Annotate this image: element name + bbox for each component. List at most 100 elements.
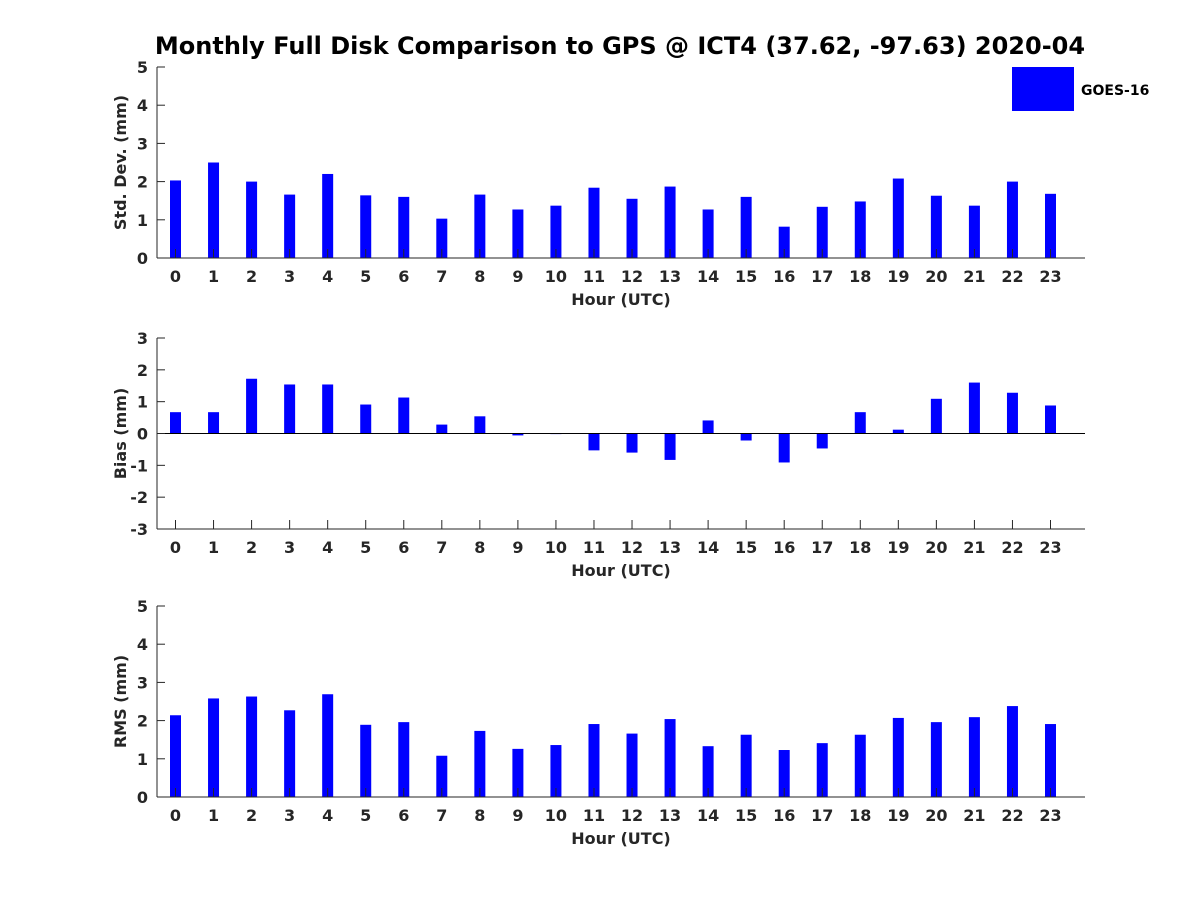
bar-hour-1	[208, 698, 220, 797]
bar-hour-20	[930, 722, 942, 797]
x-tick-label: 15	[735, 806, 757, 825]
x-tick-label: 12	[621, 267, 643, 286]
x-tick-label: 23	[1039, 806, 1061, 825]
x-tick-label: 5	[360, 267, 371, 286]
x-tick-label: 0	[170, 267, 181, 286]
x-tick-label: 10	[545, 538, 567, 557]
x-tick-label: 1	[208, 538, 219, 557]
bar-hour-18	[854, 201, 866, 258]
bar-hour-20	[930, 398, 942, 434]
x-tick-label: 1	[208, 267, 219, 286]
bar-hour-17	[816, 206, 828, 258]
x-tick-label: 22	[1001, 538, 1023, 557]
x-tick-label: 8	[474, 538, 485, 557]
x-tick-label: 22	[1001, 267, 1023, 286]
y-tick-label: 3	[137, 329, 148, 348]
y-tick-label: 4	[137, 635, 148, 654]
x-tick-label: 17	[811, 538, 833, 557]
bar-hour-17	[816, 743, 828, 797]
x-tick-label: 14	[697, 806, 719, 825]
bar-hour-14	[702, 420, 714, 434]
x-tick-label: 15	[735, 267, 757, 286]
legend-swatch	[1012, 67, 1074, 111]
x-tick-label: 13	[659, 267, 681, 286]
bar-hour-15	[740, 433, 752, 441]
bar-hour-12	[626, 198, 638, 258]
y-tick-label: -1	[130, 456, 148, 475]
bar-hour-0	[170, 180, 181, 258]
x-tick-label: 16	[773, 806, 795, 825]
bar-hour-23	[1045, 724, 1056, 797]
x-tick-label: 18	[849, 806, 871, 825]
bar-hour-2	[246, 696, 258, 797]
x-tick-label: 2	[246, 538, 257, 557]
x-tick-label: 12	[621, 806, 643, 825]
x-tick-label: 19	[887, 267, 909, 286]
bar-hour-17	[816, 433, 828, 449]
x-tick-label: 20	[925, 267, 947, 286]
bar-hour-7	[436, 755, 448, 797]
bar-hour-9	[512, 433, 524, 436]
y-tick-label: 2	[137, 361, 148, 380]
bar-hour-9	[512, 209, 524, 258]
y-tick-label: 1	[137, 211, 148, 230]
bar-hour-15	[740, 196, 752, 258]
y-tick-label: 1	[137, 750, 148, 769]
x-tick-label: 0	[170, 806, 181, 825]
chart-title: Monthly Full Disk Comparison to GPS @ IC…	[155, 32, 1085, 60]
x-tick-label: 22	[1001, 806, 1023, 825]
bar-hour-16	[778, 433, 790, 463]
y-tick-label: 0	[137, 425, 148, 444]
x-tick-label: 5	[360, 538, 371, 557]
y-tick-label: 0	[137, 788, 148, 807]
bar-hour-13	[664, 433, 676, 460]
bar-hour-18	[854, 412, 866, 434]
bar-hour-23	[1045, 405, 1056, 434]
bar-hour-13	[664, 719, 676, 797]
x-tick-label: 6	[398, 267, 409, 286]
x-axis-label: Hour (UTC)	[571, 561, 671, 580]
x-tick-label: 0	[170, 538, 181, 557]
bar-hour-14	[702, 209, 714, 258]
bar-hour-10	[550, 745, 562, 797]
x-tick-label: 8	[474, 806, 485, 825]
legend: GOES-16	[1012, 67, 1149, 111]
x-tick-label: 10	[545, 806, 567, 825]
bar-hour-22	[1006, 181, 1018, 258]
y-tick-label: -3	[130, 520, 148, 539]
bar-hour-2	[246, 378, 258, 434]
x-tick-label: 19	[887, 538, 909, 557]
bar-hour-5	[360, 404, 372, 434]
x-tick-label: 23	[1039, 538, 1061, 557]
x-tick-label: 17	[811, 806, 833, 825]
bar-hour-6	[398, 397, 410, 434]
bar-hour-8	[474, 194, 486, 258]
bar-hour-20	[930, 195, 942, 258]
bar-hour-11	[588, 187, 600, 258]
bar-hour-4	[322, 173, 334, 258]
bar-hour-22	[1006, 706, 1018, 797]
x-tick-label: 7	[436, 267, 447, 286]
y-axis-label: RMS (mm)	[111, 655, 130, 748]
bar-hour-21	[968, 205, 980, 258]
x-tick-label: 4	[322, 806, 333, 825]
x-tick-label: 13	[659, 538, 681, 557]
bar-hour-9	[512, 748, 524, 797]
x-tick-label: 14	[697, 538, 719, 557]
x-tick-label: 6	[398, 806, 409, 825]
x-tick-label: 8	[474, 267, 485, 286]
y-tick-label: 1	[137, 393, 148, 412]
x-tick-label: 3	[284, 267, 295, 286]
bar-hour-7	[436, 218, 448, 258]
x-tick-label: 9	[512, 538, 523, 557]
x-axis-label: Hour (UTC)	[571, 829, 671, 848]
x-tick-label: 18	[849, 538, 871, 557]
bar-hour-22	[1006, 392, 1018, 434]
bar-hour-4	[322, 384, 334, 434]
x-tick-label: 9	[512, 806, 523, 825]
y-tick-label: 3	[137, 134, 148, 153]
